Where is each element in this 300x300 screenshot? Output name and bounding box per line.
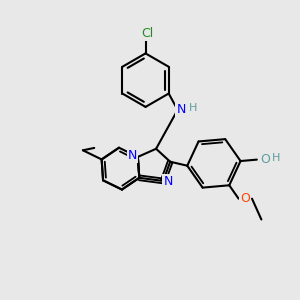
Text: O: O [260, 152, 270, 166]
Text: O: O [240, 192, 250, 205]
Text: Cl: Cl [141, 27, 153, 40]
Text: H: H [189, 103, 197, 113]
Text: N: N [163, 175, 172, 188]
Text: H: H [272, 153, 280, 163]
Text: N: N [176, 103, 186, 116]
Text: N: N [128, 149, 137, 162]
